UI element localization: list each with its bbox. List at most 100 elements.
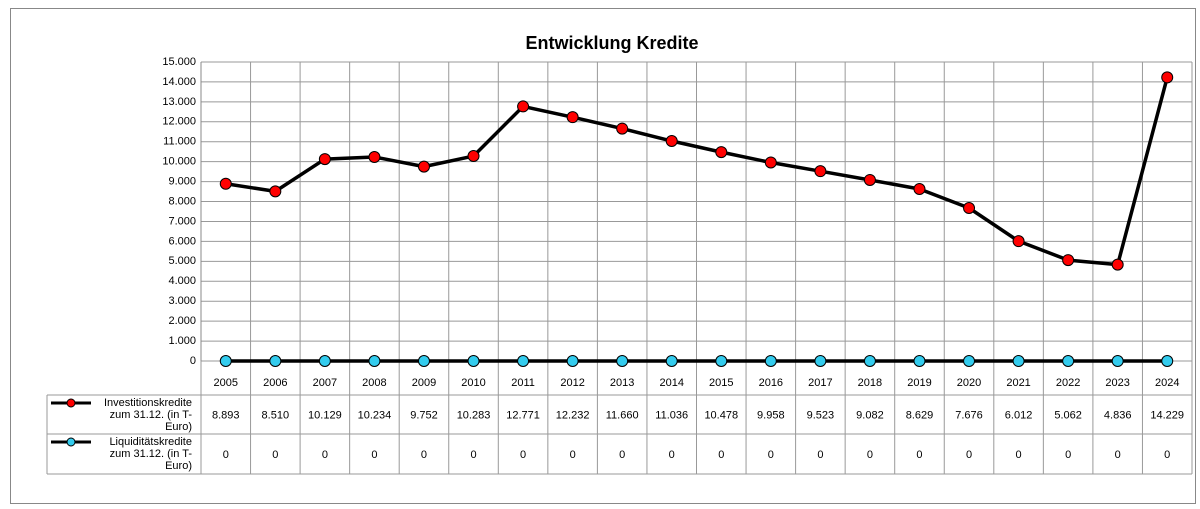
marker bbox=[368, 355, 381, 367]
x-tick-label: 2023 bbox=[1105, 377, 1129, 389]
marker bbox=[1062, 254, 1075, 267]
y-tick-label: 11.000 bbox=[163, 136, 196, 148]
marker bbox=[814, 165, 827, 178]
marker bbox=[616, 355, 629, 367]
table-value: 0 bbox=[1065, 449, 1071, 461]
x-tick-label: 2016 bbox=[759, 377, 783, 389]
chart-title: Entwicklung Kredite bbox=[525, 33, 698, 53]
table-value: 0 bbox=[718, 449, 724, 461]
marker bbox=[863, 173, 876, 186]
marker bbox=[368, 151, 381, 164]
marker bbox=[1161, 71, 1174, 84]
y-tick-label: 5.000 bbox=[168, 255, 196, 267]
marker bbox=[1111, 258, 1124, 271]
marker bbox=[417, 160, 430, 173]
marker bbox=[1012, 235, 1025, 248]
x-tick-label: 2019 bbox=[907, 377, 931, 389]
table-value: 0 bbox=[817, 449, 823, 461]
table-value: 10.129 bbox=[308, 409, 342, 421]
marker bbox=[269, 355, 282, 367]
y-tick-label: 6.000 bbox=[168, 235, 196, 247]
table-value: 12.771 bbox=[506, 409, 540, 421]
marker bbox=[814, 355, 827, 367]
marker bbox=[318, 355, 331, 367]
table-value: 8.629 bbox=[906, 409, 934, 421]
table-value: 10.234 bbox=[358, 409, 392, 421]
y-tick-label: 13.000 bbox=[162, 96, 196, 108]
x-tick-label: 2009 bbox=[412, 377, 436, 389]
table-value: 9.082 bbox=[856, 409, 884, 421]
marker bbox=[417, 355, 430, 367]
x-tick-label: 2008 bbox=[362, 377, 386, 389]
x-tick-label: 2014 bbox=[659, 377, 683, 389]
legend-label: Liquiditätskredite zum 31.12. (in T-Euro… bbox=[109, 436, 192, 472]
y-tick-label: 4.000 bbox=[168, 275, 196, 287]
marker bbox=[566, 355, 579, 367]
table-value: 11.036 bbox=[655, 409, 688, 421]
marker bbox=[517, 355, 530, 367]
marker bbox=[1161, 355, 1174, 367]
table-value: 7.676 bbox=[955, 409, 983, 421]
table-value: 0 bbox=[1115, 449, 1121, 461]
marker bbox=[863, 355, 876, 367]
marker bbox=[715, 146, 728, 159]
table-value: 0 bbox=[669, 449, 675, 461]
marker bbox=[1111, 355, 1124, 367]
marker bbox=[963, 201, 976, 214]
marker bbox=[1062, 355, 1075, 367]
table-value: 0 bbox=[867, 449, 873, 461]
table-value: 0 bbox=[272, 449, 278, 461]
marker bbox=[269, 185, 282, 198]
legend-label: Investitionskredite zum 31.12. (in T-Eur… bbox=[103, 397, 192, 433]
marker bbox=[467, 150, 480, 163]
y-tick-label: 8.000 bbox=[168, 195, 196, 207]
table-value: 0 bbox=[470, 449, 476, 461]
x-tick-label: 2015 bbox=[709, 377, 733, 389]
x-tick-label: 2013 bbox=[610, 377, 634, 389]
marker bbox=[517, 100, 530, 113]
marker bbox=[665, 135, 678, 148]
table-value: 0 bbox=[322, 449, 328, 461]
y-tick-label: 9.000 bbox=[168, 176, 196, 188]
x-tick-label: 2011 bbox=[511, 377, 535, 389]
marker bbox=[219, 177, 232, 190]
marker bbox=[665, 355, 678, 367]
x-tick-label: 2005 bbox=[214, 377, 238, 389]
table-value: 4.836 bbox=[1104, 409, 1132, 421]
table-value: 0 bbox=[421, 449, 427, 461]
table-value: 0 bbox=[570, 449, 576, 461]
table-value: 0 bbox=[619, 449, 625, 461]
marker bbox=[764, 355, 777, 367]
table-value: 12.232 bbox=[556, 409, 590, 421]
table-value: 0 bbox=[768, 449, 774, 461]
x-tick-label: 2012 bbox=[560, 377, 584, 389]
x-tick-label: 2007 bbox=[313, 377, 337, 389]
chart-frame bbox=[10, 8, 1196, 504]
marker bbox=[566, 111, 579, 124]
y-tick-label: 0 bbox=[190, 355, 196, 367]
marker bbox=[715, 355, 728, 367]
x-tick-label: 2010 bbox=[461, 377, 485, 389]
table-value: 8.510 bbox=[262, 409, 290, 421]
table-value: 0 bbox=[371, 449, 377, 461]
table-value: 9.752 bbox=[410, 409, 438, 421]
table-value: 0 bbox=[1164, 449, 1170, 461]
x-tick-label: 2020 bbox=[957, 377, 981, 389]
table-value: 9.958 bbox=[757, 409, 785, 421]
table-value: 0 bbox=[916, 449, 922, 461]
y-tick-label: 15.000 bbox=[162, 56, 196, 68]
table-value: 8.893 bbox=[212, 409, 240, 421]
y-tick-label: 2.000 bbox=[168, 315, 196, 327]
marker bbox=[913, 182, 926, 195]
y-tick-label: 12.000 bbox=[162, 116, 196, 128]
legend-marker bbox=[66, 398, 76, 408]
marker bbox=[318, 153, 331, 166]
table-value: 0 bbox=[223, 449, 229, 461]
x-tick-label: 2021 bbox=[1006, 377, 1030, 389]
x-tick-label: 2024 bbox=[1155, 377, 1179, 389]
marker bbox=[963, 355, 976, 367]
y-tick-label: 10.000 bbox=[162, 156, 196, 168]
marker bbox=[219, 355, 232, 367]
y-tick-label: 3.000 bbox=[168, 295, 196, 307]
